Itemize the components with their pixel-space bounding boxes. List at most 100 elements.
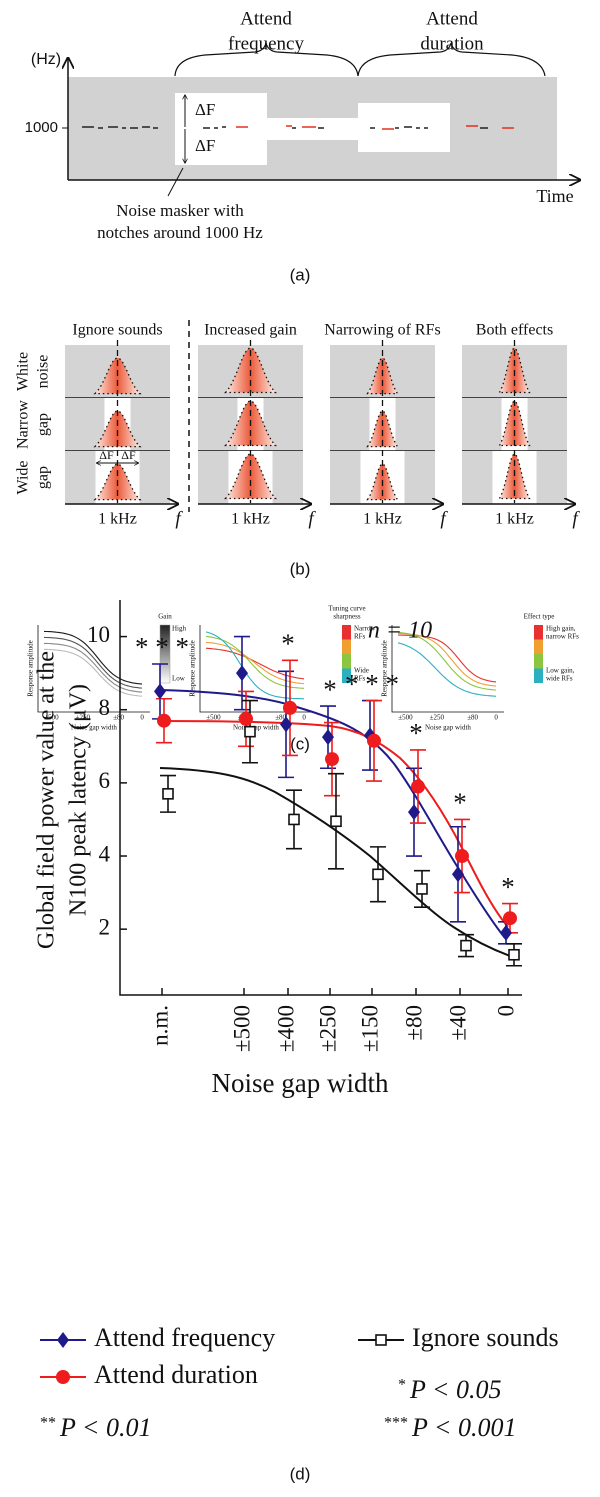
- marker: [416, 883, 428, 895]
- model-curve: [205, 641, 305, 685]
- colorbar-label: narrow RFs: [546, 633, 579, 641]
- x-tick-label: ±250: [315, 1005, 340, 1052]
- x-tick-label: ±40: [445, 1005, 470, 1041]
- x-tick-label: ±500: [398, 714, 413, 722]
- column-title: Both effects: [476, 322, 553, 339]
- marker: [239, 711, 253, 726]
- y-axis-label: Response amplitude: [27, 640, 35, 697]
- fit-curve: [159, 767, 517, 959]
- marker: [455, 849, 469, 864]
- colorbar: [534, 639, 543, 654]
- significance-mark: *: [281, 629, 295, 659]
- y-tick-label: 10: [87, 622, 110, 647]
- x-tick-label: ±500: [229, 1005, 254, 1052]
- colorbar: [534, 668, 543, 683]
- marker: [367, 733, 381, 748]
- x-tick-label: 0: [140, 714, 144, 722]
- y-tick-label: 1000: [25, 119, 58, 136]
- annotation: n = 10: [368, 618, 432, 644]
- marker: [325, 752, 339, 767]
- column-title: Increased gain: [204, 322, 297, 339]
- panel-label: (a): [290, 265, 311, 284]
- marker: [503, 911, 517, 926]
- x-tick-label: 0: [494, 714, 498, 722]
- marker: [500, 924, 512, 941]
- row-label: Wide: [15, 460, 32, 494]
- notch: [175, 93, 450, 165]
- significance-mark: * * *: [135, 632, 189, 662]
- colorbar-label: wide RFs: [546, 675, 573, 683]
- pointer: [167, 167, 184, 197]
- colorbar-label: RFs: [354, 675, 366, 683]
- delta-label: ΔF: [195, 100, 215, 119]
- axes: [391, 625, 504, 713]
- fit-curves: [159, 689, 517, 959]
- x-tick-label: ±500: [44, 714, 59, 722]
- legend-label: Attend duration: [94, 1360, 258, 1389]
- y-axis-label: N100 peak latency (μV): [66, 684, 92, 916]
- x-tick-label: 1 kHz: [231, 511, 270, 528]
- delta-label: ΔF: [121, 448, 136, 462]
- x-axis-label: Noise gap width: [212, 1068, 389, 1098]
- axes: [199, 625, 312, 713]
- model-curve: [43, 648, 143, 697]
- significance-mark: * * *: [345, 669, 399, 699]
- panel-label: (b): [290, 559, 311, 578]
- delta-label: ΔF: [99, 448, 114, 462]
- x-tick-label: ±250: [430, 714, 445, 722]
- x-tick-label: ±150: [357, 1005, 382, 1052]
- row-label: White: [15, 352, 32, 391]
- y-tick-label: 2: [99, 914, 111, 939]
- marker: [452, 866, 464, 883]
- marker: [460, 939, 472, 952]
- x-tick-label: 0: [493, 1005, 518, 1017]
- significance-text: P < 0.001: [411, 1413, 516, 1442]
- model-curve: [43, 630, 143, 685]
- tones: [82, 125, 514, 130]
- model-curve: [397, 632, 497, 687]
- panel-d: n = 10 Noise gap width Global field powe…: [34, 600, 559, 1483]
- panel-c: (c) ±500 ±250 ±80 0 Noise gap width Response …: [27, 605, 580, 754]
- colorbar-label: Low: [172, 675, 186, 683]
- y-axis-label: Response amplitude: [189, 640, 197, 697]
- x-tick-label: ±80: [275, 714, 286, 722]
- significance-text: P < 0.01: [59, 1413, 151, 1442]
- legend-label: Ignore sounds: [412, 1323, 559, 1352]
- significance-stars: **: [40, 1415, 56, 1432]
- condition-label: duration: [420, 33, 484, 54]
- colorbar: [342, 654, 351, 669]
- x-axis-label: Noise gap width: [233, 724, 279, 732]
- panel-label: (d): [290, 1464, 311, 1483]
- x-tick-label: ±400: [273, 1005, 298, 1052]
- marker: [157, 713, 171, 728]
- tuning-curve: [498, 453, 531, 500]
- tuning-curve: [366, 410, 399, 448]
- colorbar-label: RFs: [354, 633, 366, 641]
- tuning-curve: [93, 410, 142, 448]
- row-label: gap: [35, 413, 52, 436]
- marker: [57, 1332, 69, 1348]
- model-curve: [397, 642, 497, 697]
- marker: [322, 729, 334, 746]
- x-tick-label: n.m.: [147, 1005, 172, 1046]
- x-tick-label: ±80: [113, 714, 124, 722]
- x-axis-label: Noise gap width: [425, 724, 471, 732]
- panel-a: (Hz) 1000 Attend frequency Attend durati…: [25, 8, 580, 284]
- column-title: Ignore sounds: [72, 322, 162, 339]
- significance-mark: *: [453, 788, 467, 818]
- colorbar: [534, 654, 543, 669]
- condition-label: Attend: [426, 8, 478, 29]
- marker: [280, 716, 292, 733]
- colorbar: [342, 668, 351, 683]
- tuning-curve: [224, 453, 277, 500]
- marker: [56, 1370, 70, 1384]
- significance-text: P < 0.05: [409, 1375, 501, 1404]
- fit-curve: [159, 689, 506, 939]
- row-label: noise: [35, 355, 52, 389]
- y-tick-label: 8: [99, 695, 111, 720]
- brace: [174, 42, 359, 77]
- y-axis-label: Global field power value at the: [34, 651, 60, 949]
- axis-label: f: [572, 508, 580, 529]
- model-curve: [205, 631, 305, 700]
